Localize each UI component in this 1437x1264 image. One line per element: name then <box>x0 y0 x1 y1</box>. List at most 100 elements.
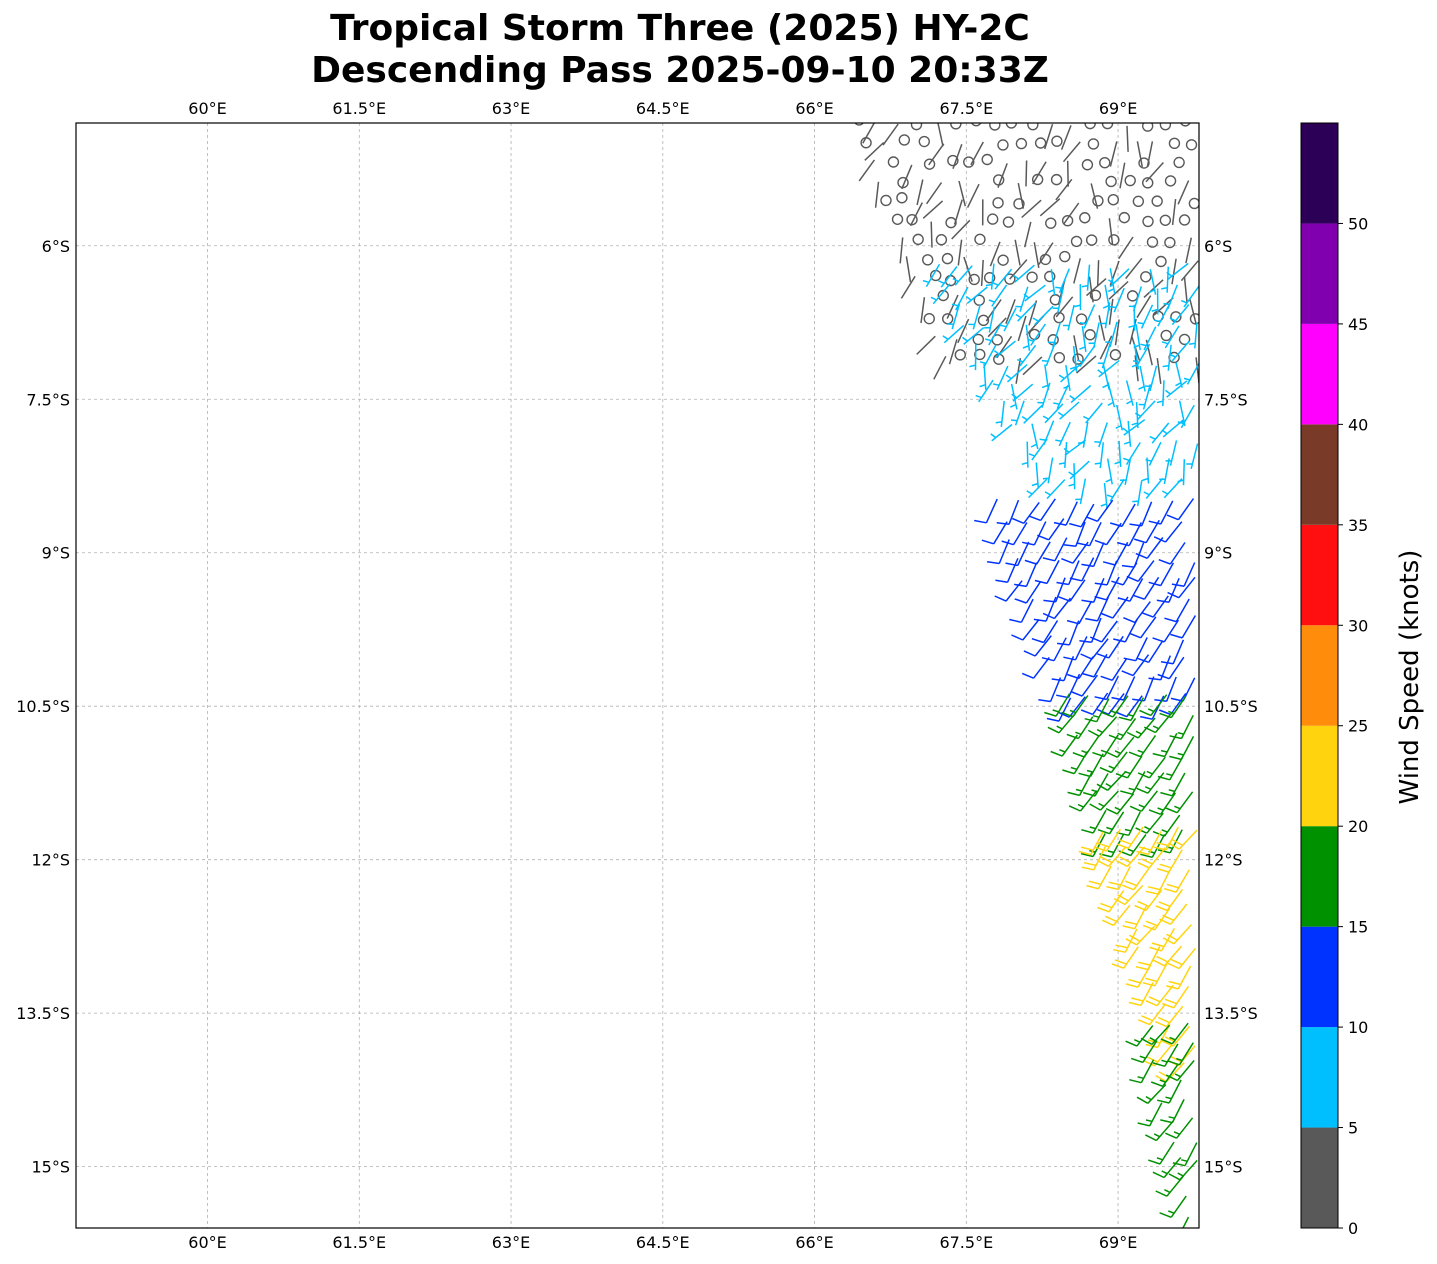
barb-shape <box>1028 498 1056 522</box>
wind-barb <box>899 237 904 264</box>
wind-barb <box>1154 676 1177 702</box>
calm-circle <box>1124 174 1136 187</box>
wind-barb <box>1086 278 1107 297</box>
barb-shape <box>1128 734 1157 758</box>
wind-barb <box>957 239 963 266</box>
map-background <box>76 123 1199 1228</box>
calm-circle <box>1118 211 1131 224</box>
lat-tick-label-right: 7.5°S <box>1204 390 1248 409</box>
wind-barb <box>1028 300 1038 326</box>
barb-shape <box>1069 557 1095 582</box>
calm-circle <box>941 252 954 265</box>
barb-shape <box>1058 364 1081 383</box>
barb-shape <box>1115 695 1143 718</box>
wind-barb <box>1159 903 1188 925</box>
wind-barb <box>1017 344 1037 367</box>
barb-shape <box>995 400 1005 427</box>
wind-barb <box>1136 640 1164 664</box>
barb-shape <box>1118 236 1134 260</box>
barb-shape <box>1153 521 1183 543</box>
barb-shape <box>1161 478 1183 499</box>
barb-shape <box>1047 712 1077 734</box>
wind-barb <box>1109 287 1125 313</box>
wind-barb <box>1023 635 1052 657</box>
wind-barb <box>985 322 1003 346</box>
wind-barb <box>916 335 936 355</box>
barb-shape <box>1171 562 1196 587</box>
barb-shape <box>1158 542 1186 565</box>
wind-barb <box>1185 139 1198 151</box>
wind-barb <box>947 154 959 167</box>
barb-shape <box>1148 792 1177 816</box>
barb-shape <box>1159 903 1188 925</box>
wind-barb <box>952 265 973 286</box>
wind-barb <box>1041 341 1057 367</box>
wind-barb <box>1168 829 1198 850</box>
lat-tick-label-right: 15°S <box>1204 1158 1243 1177</box>
barb-shape <box>1125 964 1152 988</box>
wind-barb <box>1074 284 1082 311</box>
wind-barb <box>1055 296 1074 318</box>
barb-shape <box>993 340 1016 359</box>
calm-circle <box>1026 271 1038 283</box>
barb-shape <box>1052 287 1065 314</box>
barb-shape <box>1136 640 1164 664</box>
lon-tick-label-top: 63°E <box>492 99 530 118</box>
barb-shape <box>1011 383 1034 402</box>
wind-barb <box>1136 831 1162 856</box>
wind-barb <box>1155 1175 1184 1197</box>
calm-circle <box>923 312 935 325</box>
wind-barb <box>996 499 1020 526</box>
barb-shape <box>1106 478 1125 502</box>
barb-shape <box>1129 790 1158 812</box>
wind-barb <box>995 400 1005 427</box>
wind-barb <box>979 363 987 390</box>
colorbar-bin <box>1301 1027 1338 1128</box>
barb-shape <box>1033 596 1057 622</box>
wind-barb <box>1099 157 1111 169</box>
barb-shape <box>1080 638 1109 660</box>
barb-shape <box>1136 295 1152 319</box>
wind-barb <box>1152 733 1178 758</box>
barb-shape <box>1119 162 1126 189</box>
barb-shape <box>1062 202 1080 225</box>
colorbar-bin <box>1301 725 1338 827</box>
wind-barb <box>981 521 1008 545</box>
wind-barb <box>1154 1005 1184 1028</box>
wind-barb <box>1098 315 1106 341</box>
calm-circle <box>898 134 911 146</box>
barb-shape <box>969 344 977 371</box>
wind-barb <box>1166 498 1195 521</box>
wind-barb <box>920 297 926 324</box>
wind-barb <box>1068 463 1076 490</box>
barb-shape <box>946 294 959 319</box>
wind-barb <box>954 349 967 361</box>
barb-shape <box>1117 522 1142 547</box>
wind-barb <box>1080 638 1109 660</box>
barb-shape <box>1094 576 1120 601</box>
barb-shape <box>1044 693 1071 717</box>
wind-barb <box>1061 214 1074 227</box>
wind-barb <box>1062 750 1089 775</box>
wind-barb <box>997 163 1008 188</box>
wind-barb <box>1128 734 1157 758</box>
barb-shape <box>980 259 984 286</box>
wind-barb <box>1050 734 1079 757</box>
barb-shape <box>909 202 923 227</box>
wind-barb <box>958 180 967 207</box>
barb-shape <box>1106 865 1131 891</box>
barb-shape <box>1096 260 1100 287</box>
wind-barb <box>1142 962 1168 987</box>
wind-barb <box>1085 596 1109 622</box>
wind-barb <box>923 158 936 170</box>
wind-barb <box>1129 1059 1155 1084</box>
colorbar-bin <box>1301 524 1338 626</box>
wind-barb <box>930 283 951 305</box>
wind-barb <box>1027 123 1039 131</box>
barb-shape <box>1108 218 1114 245</box>
wind-barb <box>1092 195 1104 207</box>
wind-barb <box>1101 904 1131 927</box>
barb-shape <box>1105 736 1135 758</box>
lon-tick-label-bottom: 61.5°E <box>332 1233 386 1252</box>
barb-shape <box>1108 280 1129 300</box>
